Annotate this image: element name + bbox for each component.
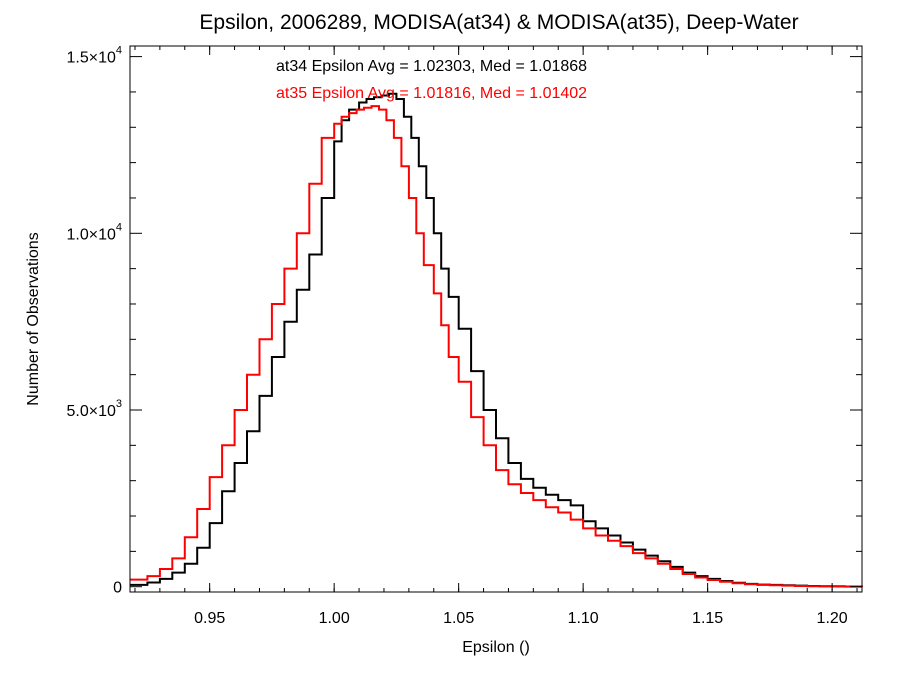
x-tick-label-1: 1.00: [319, 610, 350, 627]
x-tick-label-4: 1.15: [692, 610, 723, 627]
chart-title: Epsilon, 2006289, MODISA(at34) & MODISA(…: [199, 11, 798, 34]
annotation-at34: at34 Epsilon Avg = 1.02303, Med = 1.0186…: [276, 58, 587, 75]
x-tick-label-2: 1.05: [443, 610, 474, 627]
y-axis-label: Number of Observations: [25, 232, 42, 405]
x-axis-label: Epsilon (): [462, 639, 530, 656]
x-tick-label-0: 0.95: [194, 610, 225, 627]
x-tick-label-3: 1.10: [568, 610, 599, 627]
series-layer: [130, 92, 863, 588]
y-tick-label-1: 5.0×103: [66, 398, 122, 420]
y-tick-label-2: 1.0×104: [66, 221, 122, 243]
y-axis: 0 5.0×103 1.0×104 1.5×104: [66, 45, 862, 597]
x-axis: 0.95 1.00 1.05 1.10 1.15 1.20: [134, 46, 858, 627]
annotation-at35: at35 Epsilon Avg = 1.01816, Med = 1.0140…: [276, 85, 587, 102]
x-tick-label-5: 1.20: [817, 610, 848, 627]
series-line-0: [130, 92, 863, 588]
plot-frame: [129, 45, 863, 593]
series-line-1: [130, 105, 863, 588]
y-tick-label-0: 0: [113, 580, 122, 597]
y-tick-label-3: 1.5×104: [66, 45, 122, 67]
